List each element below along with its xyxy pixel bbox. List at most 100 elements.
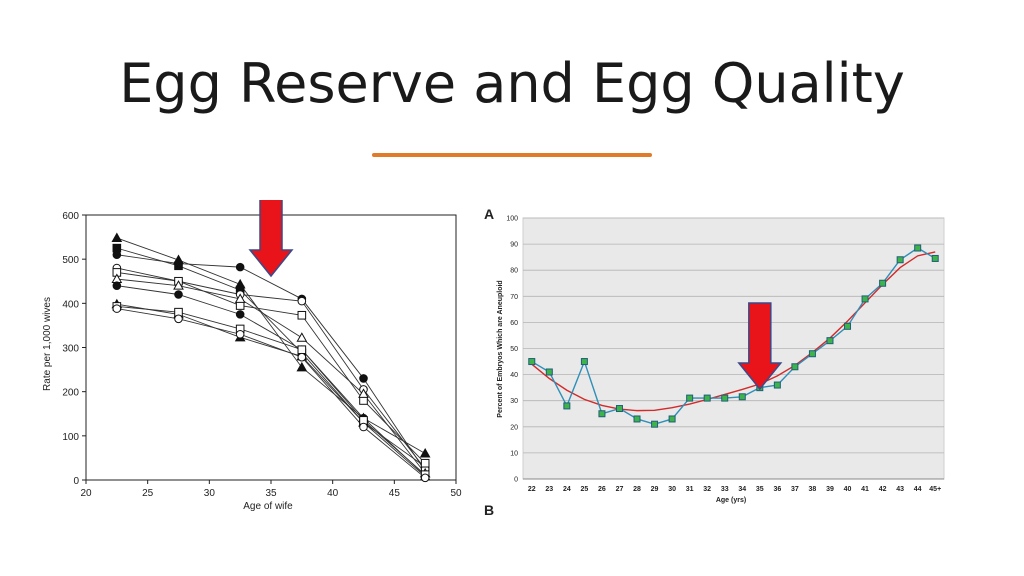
series-line	[116, 271, 426, 464]
data-point	[297, 296, 307, 306]
data-point	[861, 295, 869, 303]
data-point	[633, 415, 641, 423]
x-tick-label: 26	[598, 486, 606, 493]
aneuploidy-chart: A B Percent of Embryos Which are Aneuplo…	[478, 200, 950, 518]
data-point	[174, 314, 183, 324]
x-axis-label: Age (yrs)	[716, 497, 746, 504]
x-tick-label: 40	[844, 486, 852, 493]
data-point	[296, 332, 308, 342]
x-tick-label: 37	[791, 486, 799, 493]
y-tick-label: 400	[62, 299, 79, 310]
aneuploidy-svg: A B Percent of Embryos Which are Aneuplo…	[484, 206, 945, 518]
y-tick-label: 40	[510, 372, 518, 379]
data-point	[359, 374, 368, 383]
series-line	[116, 278, 426, 474]
x-tick-label: 22	[528, 486, 536, 493]
data-point	[235, 310, 245, 319]
data-point	[879, 279, 887, 287]
x-axis-label: Age of wife	[243, 501, 293, 512]
x-tick-label: 41	[861, 486, 869, 493]
x-tick-label: 27	[616, 486, 624, 493]
series-line	[116, 308, 426, 479]
series-line	[116, 237, 426, 454]
panel-label-b: B	[484, 502, 494, 516]
data-point	[297, 310, 307, 320]
x-tick-label: 20	[80, 488, 92, 499]
x-tick-label: 25	[580, 486, 588, 493]
series-line	[116, 285, 426, 476]
data-point	[668, 415, 676, 423]
data-point	[112, 250, 122, 260]
y-tick-label: 0	[514, 477, 518, 484]
x-tick-label: 30	[668, 486, 676, 493]
series-line	[116, 267, 426, 470]
fertility-rate-svg: Rate per 1,000 wives Age of wife 20 25 30 3…	[42, 193, 462, 512]
x-tick-label: 34	[738, 486, 746, 493]
x-tick-label: 36	[773, 486, 781, 493]
y-tick-label: 100	[62, 432, 79, 443]
series-line	[116, 305, 426, 476]
x-tick-label: 33	[721, 486, 729, 493]
y-axis-label: Percent of Embryos Which are Aneuploid	[497, 280, 504, 417]
series-line	[116, 303, 426, 477]
data-point	[420, 458, 430, 468]
y-tick-label: 90	[510, 242, 518, 249]
y-tick-label: 80	[510, 268, 518, 275]
data-point	[112, 304, 122, 313]
annotation-arrow	[737, 302, 783, 391]
data-point	[174, 290, 183, 299]
data-point	[773, 381, 781, 389]
x-tick-label: 45	[389, 488, 401, 499]
data-point	[738, 393, 746, 401]
data-point	[615, 405, 623, 413]
data-point	[235, 329, 245, 339]
x-tick-label: 23	[545, 486, 553, 493]
data-point	[173, 280, 184, 290]
x-tick-label: 31	[686, 486, 694, 493]
data-point	[721, 394, 729, 402]
y-tick-label: 60	[510, 320, 518, 327]
data-point	[686, 394, 694, 402]
data-point	[174, 259, 183, 268]
x-tick-label: 24	[563, 486, 571, 493]
x-tick-label: 43	[896, 486, 904, 493]
data-point	[297, 352, 307, 362]
y-tick-label: 10	[510, 450, 518, 457]
data-point	[651, 420, 659, 428]
data-point	[296, 361, 308, 372]
title-underline	[372, 153, 652, 157]
data-point	[791, 363, 799, 371]
y-tick-label: 0	[73, 476, 79, 487]
y-tick-label: 20	[510, 424, 518, 431]
y-tick-label: 500	[62, 255, 79, 266]
x-tick-label: 25	[142, 488, 154, 499]
data-point	[844, 322, 852, 330]
y-tick-label: 300	[62, 344, 79, 355]
x-tick-label: 28	[633, 486, 641, 493]
y-tick-label: 200	[62, 388, 79, 399]
series-line	[116, 254, 426, 472]
x-tick-label: 30	[204, 488, 216, 499]
y-tick-label: 600	[62, 211, 79, 222]
x-tick-label: 44	[914, 486, 922, 493]
data-point	[297, 345, 307, 355]
data-point	[931, 254, 939, 262]
data-point	[112, 281, 122, 290]
data-point	[896, 256, 904, 264]
x-tick-label: 40	[327, 488, 339, 499]
fertility-rate-chart: Rate per 1,000 wives Age of wife 20 25 30 3…	[38, 193, 470, 520]
data-point	[598, 410, 606, 418]
data-point	[528, 358, 536, 366]
slide-title: Egg Reserve and Egg Quality	[119, 52, 905, 115]
data-point	[234, 293, 246, 303]
x-tick-label: 45+	[929, 486, 941, 493]
data-point	[419, 447, 431, 458]
x-tick-label: 29	[651, 486, 659, 493]
x-tick-label: 42	[879, 486, 887, 493]
annotation-arrow	[248, 193, 294, 278]
data-point	[914, 244, 922, 252]
data-point	[808, 350, 816, 358]
y-tick-label: 100	[506, 216, 518, 223]
data-point	[358, 388, 369, 398]
data-point	[111, 232, 123, 242]
